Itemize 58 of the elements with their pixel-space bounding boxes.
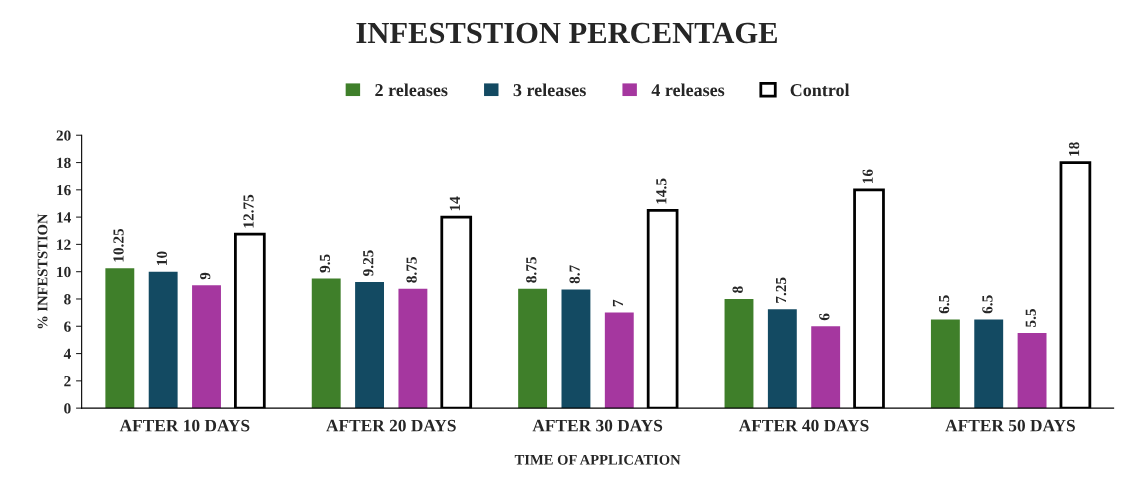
bar xyxy=(148,271,178,409)
chart-title: INFESTSTION PERCENTAGE xyxy=(356,22,777,44)
bar xyxy=(1017,333,1047,409)
data-label: 6 xyxy=(819,313,830,321)
data-label: 9.25 xyxy=(363,250,374,276)
bar xyxy=(767,309,797,409)
y-axis-title: % INFESTSTION xyxy=(37,213,48,329)
x-axis-title: TIME OF APPLICATION xyxy=(514,454,681,465)
bar xyxy=(105,268,135,409)
x-tick-label: AFTER 10 DAYS xyxy=(119,419,250,432)
data-label: 6.5 xyxy=(982,295,993,314)
legend-label: 4 releases xyxy=(651,83,725,97)
data-label: 6.5 xyxy=(938,295,950,314)
bar xyxy=(518,288,548,409)
y-tick-label: 16 xyxy=(57,185,71,196)
y-tick-label: 10 xyxy=(57,266,71,278)
bar xyxy=(811,326,841,409)
data-label: 9.5 xyxy=(319,254,331,273)
x-tick-label: AFTER 20 DAYS xyxy=(326,419,456,432)
data-label: 8 xyxy=(732,286,743,293)
bar xyxy=(192,285,221,409)
data-label: 8.75 xyxy=(526,257,537,283)
bar xyxy=(398,288,428,409)
y-tick-label: 14 xyxy=(57,212,71,223)
data-label: 7.25 xyxy=(775,277,787,303)
y-tick-label: 20 xyxy=(56,130,71,141)
x-tick-label: AFTER 50 DAYS xyxy=(945,419,1075,432)
data-label: 9 xyxy=(200,272,211,280)
data-label: 12.75 xyxy=(243,194,254,228)
bar xyxy=(355,281,385,409)
y-tick-label: 0 xyxy=(64,403,71,414)
data-label: 8.75 xyxy=(406,257,417,283)
y-tick-label: 2 xyxy=(64,376,71,387)
x-tick-label: AFTER 30 DAYS xyxy=(532,419,663,432)
bar xyxy=(724,298,754,409)
data-label: 7 xyxy=(612,299,623,307)
data-label: 16 xyxy=(862,169,873,184)
legend-label: 2 releases xyxy=(375,83,448,97)
x-tick-label: AFTER 40 DAYS xyxy=(738,419,869,432)
data-label: 10 xyxy=(156,251,167,265)
y-tick-label: 18 xyxy=(57,157,71,168)
data-label: 14 xyxy=(449,196,460,211)
y-tick-label: 8 xyxy=(64,294,71,305)
data-label: 5.5 xyxy=(1025,308,1036,327)
bar xyxy=(561,289,591,409)
data-label: 18 xyxy=(1068,142,1080,156)
legend-label: Control xyxy=(790,83,850,97)
data-label: 10.25 xyxy=(113,228,124,262)
y-tick-label: 4 xyxy=(63,348,71,359)
y-tick-label: 6 xyxy=(64,321,71,332)
y-tick-label: 12 xyxy=(57,239,71,250)
data-label: 14.5 xyxy=(656,178,667,204)
bar xyxy=(604,312,634,409)
bar xyxy=(974,319,1004,409)
bar xyxy=(311,278,341,409)
legend-label: 3 releases xyxy=(513,83,586,97)
data-label: 8.7 xyxy=(569,265,580,284)
bar xyxy=(930,319,960,409)
